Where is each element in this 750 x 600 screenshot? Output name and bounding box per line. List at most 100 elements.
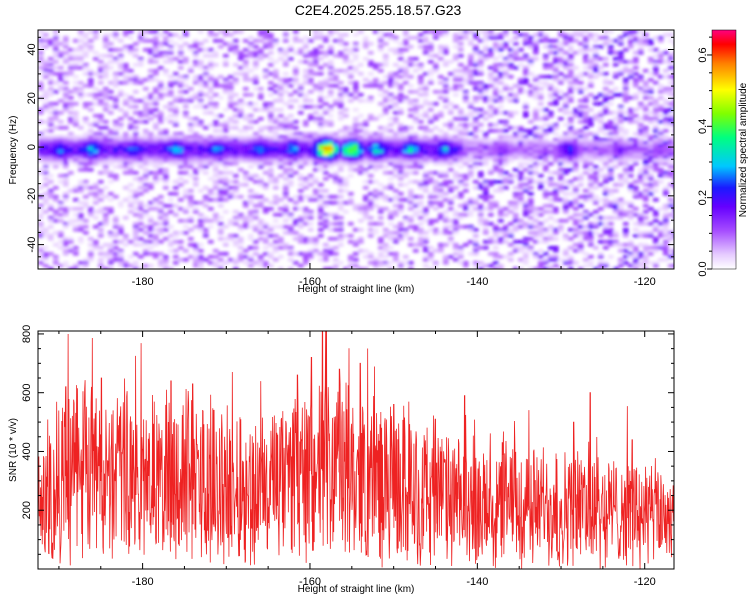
spectrogram-cell	[483, 54, 489, 58]
spectrogram-cell	[488, 252, 494, 256]
spectrogram-cell	[323, 147, 329, 151]
spectrogram-cell	[458, 141, 464, 145]
spectrogram-cell	[148, 30, 154, 34]
spectrogram-cell	[488, 66, 494, 70]
spectrogram-cell	[113, 30, 119, 34]
spectrogram-cell	[183, 99, 189, 103]
spectrogram-cell	[393, 150, 399, 154]
spectrogram-cell	[108, 180, 114, 184]
spectrogram-cell	[578, 234, 584, 238]
spectrogram-cell	[403, 75, 409, 79]
spectrogram-cell	[48, 117, 54, 121]
spectrogram-cell	[113, 219, 119, 223]
spectrogram-cell	[178, 60, 184, 64]
spectrogram-cell	[298, 222, 304, 226]
spectrogram-cell	[173, 57, 179, 61]
spectrogram-cell	[238, 213, 244, 217]
spectrogram-cell	[168, 267, 174, 269]
spectrogram-cell	[243, 174, 249, 178]
spectrogram-cell	[273, 135, 279, 139]
spectrogram-cell	[428, 150, 434, 154]
spectrogram-cell	[398, 84, 404, 88]
spectrogram-cell	[438, 48, 444, 52]
spectrogram-cell	[508, 153, 514, 157]
spectrogram-cell	[558, 72, 564, 76]
spectrogram-cell	[513, 99, 519, 103]
spectrogram-cell	[198, 225, 204, 229]
spectrogram-cell	[193, 264, 199, 268]
spectrogram-cell	[118, 240, 124, 244]
spectrogram-cell	[173, 42, 179, 46]
spectrogram-cell	[538, 240, 544, 244]
spectrogram-cell	[403, 60, 409, 64]
spectrogram-cell	[263, 159, 269, 163]
spectrogram-cell	[278, 198, 284, 202]
spectrogram-cell	[463, 156, 469, 160]
spectrogram-cell	[558, 174, 564, 178]
spectrogram-cell	[98, 114, 104, 118]
spectrogram-cell	[478, 147, 484, 151]
spectrogram-cell	[188, 129, 194, 133]
spectrogram-cell	[563, 135, 569, 139]
spectrogram-cell	[198, 90, 204, 94]
spectrogram-cell	[248, 144, 254, 148]
spectrogram-cell	[388, 198, 394, 202]
spectrogram-cell	[323, 96, 329, 100]
spectrogram-cell	[633, 78, 639, 82]
spectrogram-cell	[428, 108, 434, 112]
spectrogram-cell	[43, 108, 49, 112]
spectrogram-cell	[313, 147, 319, 151]
spectrogram-cell	[568, 162, 574, 166]
spectrogram-cell	[643, 171, 649, 175]
spectrogram-cell	[213, 135, 219, 139]
spectrogram-cell	[218, 228, 224, 232]
spectrogram-cell	[618, 153, 624, 157]
spectrogram-cell	[578, 267, 584, 269]
spectrogram-cell	[183, 195, 189, 199]
spectrogram-cell	[578, 129, 584, 133]
spectrogram-cell	[153, 174, 159, 178]
spectrogram-cell	[453, 228, 459, 232]
spectrogram-cell	[618, 213, 624, 217]
spectrogram-cell	[148, 228, 154, 232]
spectrogram-cell	[608, 48, 614, 52]
spectrogram-cell	[133, 42, 139, 46]
spectrogram-cell	[368, 153, 374, 157]
spectrogram-cell	[168, 138, 174, 142]
spectrogram-cell	[583, 198, 589, 202]
spectrogram-cell	[248, 246, 254, 250]
spectrogram-cell	[443, 180, 449, 184]
spectrogram-cell	[163, 135, 169, 139]
spectrogram-cell	[38, 150, 44, 154]
spectrogram-cell	[43, 228, 49, 232]
spectrogram-cell	[93, 147, 99, 151]
spectrogram-cell	[488, 138, 494, 142]
spectrogram-cell	[348, 138, 354, 142]
spectrogram-cell	[528, 156, 534, 160]
spectrogram-cell	[98, 252, 104, 256]
spectrogram-cell	[518, 135, 524, 139]
spectrogram-cell	[208, 99, 214, 103]
spectrogram-cell	[88, 150, 94, 154]
spectrogram-cell	[368, 144, 374, 148]
spectrogram-cell	[413, 63, 419, 67]
spectrogram-cell	[533, 51, 539, 55]
spectrogram-cell	[538, 162, 544, 166]
spectrogram-cell	[138, 156, 144, 160]
spectrogram-cell	[653, 63, 659, 67]
spectrogram-cell	[523, 258, 529, 262]
spectrogram-cell	[563, 111, 569, 115]
spectrogram-cell	[318, 81, 324, 85]
spectrogram-cell	[453, 144, 459, 148]
spectrogram-cell	[203, 165, 209, 169]
spectrogram-cell	[133, 222, 139, 226]
spectrogram-cell	[53, 111, 59, 115]
spectrogram-cell	[153, 159, 159, 163]
spectrogram-cell	[648, 222, 654, 226]
spectrogram-cell	[318, 36, 324, 40]
spectrogram-cell	[188, 45, 194, 49]
spectrogram-cell	[428, 81, 434, 85]
spectrogram-cell	[323, 84, 329, 88]
spectrogram-cell	[248, 126, 254, 130]
spectrogram-cell	[483, 147, 489, 151]
